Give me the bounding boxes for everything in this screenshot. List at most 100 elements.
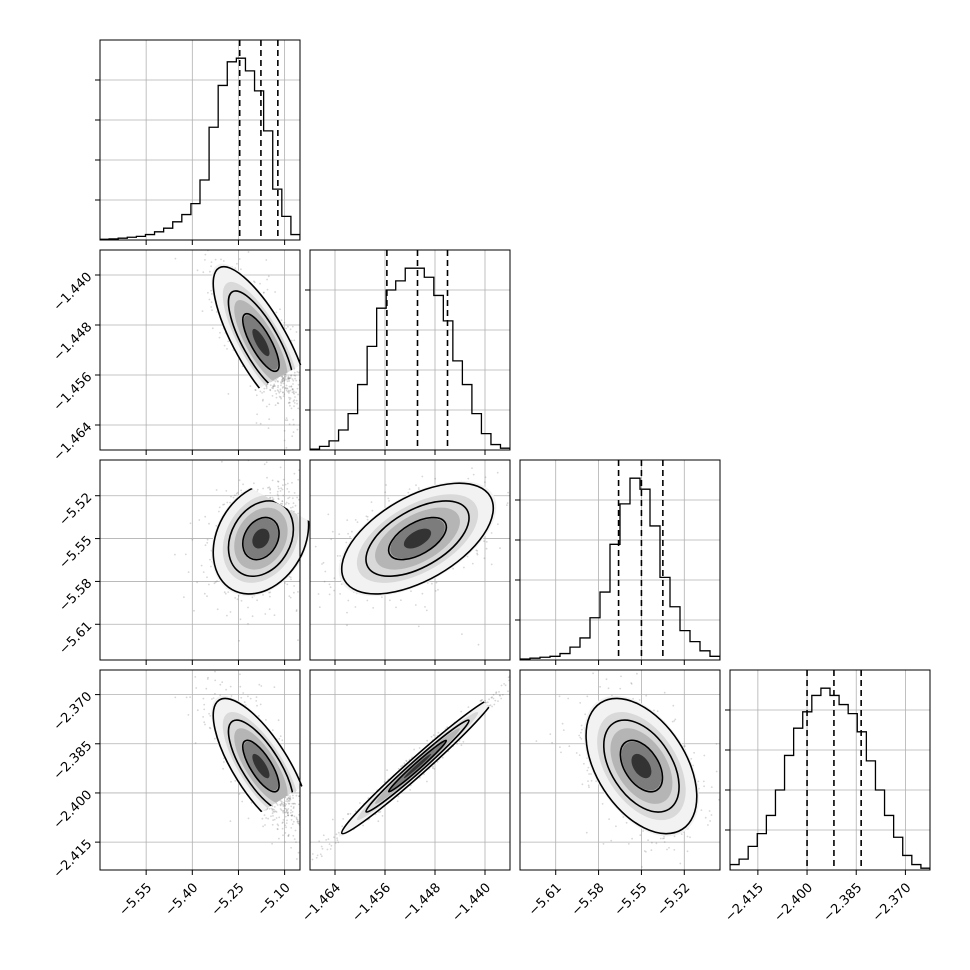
sample-point <box>205 687 208 690</box>
sample-point <box>287 378 290 381</box>
sample-point <box>280 397 282 400</box>
sample-point <box>516 492 518 494</box>
sample-point <box>278 391 281 394</box>
sample-point <box>269 488 271 491</box>
contour-line-3 <box>387 516 448 561</box>
sample-point <box>490 532 493 534</box>
sample-point <box>307 794 309 796</box>
sample-point <box>251 615 254 618</box>
sample-point <box>290 385 293 388</box>
sample-point <box>213 582 216 585</box>
sample-point <box>290 374 293 376</box>
sample-point <box>290 385 293 388</box>
sample-point <box>293 371 296 374</box>
sample-point <box>287 389 290 392</box>
sample-point <box>269 595 271 598</box>
sample-point <box>371 509 374 512</box>
sample-point <box>288 423 291 426</box>
sample-point <box>289 404 291 407</box>
sample-point <box>284 503 287 505</box>
sample-point <box>297 822 300 825</box>
sample-point <box>274 390 277 392</box>
sample-point <box>210 289 213 292</box>
sample-point <box>290 814 293 817</box>
sample-point <box>208 726 211 729</box>
sample-point <box>414 604 417 606</box>
sample-point <box>234 597 237 599</box>
sample-point <box>354 606 357 608</box>
sample-point <box>284 387 287 390</box>
sample-point <box>286 387 289 390</box>
sample-point <box>266 476 268 479</box>
sample-point <box>297 371 300 374</box>
sample-point <box>187 571 190 573</box>
sample-point <box>262 398 264 401</box>
sample-point <box>238 258 241 260</box>
sample-point <box>219 331 221 334</box>
sample-point <box>306 381 308 383</box>
sample-point <box>313 549 315 551</box>
sample-point <box>281 803 284 806</box>
sample-point <box>284 375 287 377</box>
sample-point <box>208 583 210 586</box>
sample-point <box>276 804 279 806</box>
sample-point <box>339 555 341 557</box>
sample-point <box>196 269 199 272</box>
sample-point <box>288 398 291 401</box>
sample-point <box>476 552 478 555</box>
hist-panel-4 <box>725 669 931 871</box>
sample-point <box>287 402 290 404</box>
sample-point <box>247 251 250 253</box>
sample-point <box>286 390 289 393</box>
sample-point <box>275 817 278 819</box>
sample-point <box>272 498 275 500</box>
sample-point <box>279 390 282 393</box>
sample-point <box>269 384 272 387</box>
sample-point <box>267 427 270 429</box>
sample-point <box>204 515 207 518</box>
sample-point <box>253 281 256 284</box>
sample-point <box>484 476 487 479</box>
sample-point <box>288 496 291 499</box>
sample-point <box>291 497 294 500</box>
sample-point <box>286 488 289 490</box>
sample-point <box>269 388 272 391</box>
sample-point <box>471 467 473 469</box>
sample-point <box>282 478 285 481</box>
sample-point <box>294 377 296 380</box>
sample-point <box>277 386 279 389</box>
sample-point <box>279 803 282 806</box>
sample-point <box>292 431 295 433</box>
sample-point <box>323 748 325 750</box>
sample-point <box>496 471 499 474</box>
sample-point <box>306 411 308 413</box>
sample-point <box>208 522 210 525</box>
sample-point <box>211 327 214 330</box>
sample-point <box>285 826 287 829</box>
sample-point <box>204 253 207 256</box>
sample-point <box>193 609 195 612</box>
sample-point <box>506 504 508 506</box>
sample-point <box>263 814 266 817</box>
sample-point <box>291 435 294 438</box>
sample-point <box>303 801 305 803</box>
sample-point <box>387 497 390 500</box>
sample-point <box>185 245 187 247</box>
sample-point <box>290 846 292 849</box>
sample-point <box>340 583 343 585</box>
sample-point <box>452 567 454 570</box>
sample-point <box>366 515 369 518</box>
sample-point <box>210 306 213 308</box>
sample-point <box>292 418 295 421</box>
sample-point <box>265 405 268 408</box>
sample-point <box>297 407 300 410</box>
sample-point <box>293 591 295 594</box>
sample-point <box>306 501 308 503</box>
sample-point <box>275 396 278 399</box>
sample-point <box>227 591 230 593</box>
sample-point <box>290 375 292 377</box>
hist-panel-1 <box>95 39 301 241</box>
sample-point <box>256 488 259 491</box>
sample-point <box>313 523 315 525</box>
